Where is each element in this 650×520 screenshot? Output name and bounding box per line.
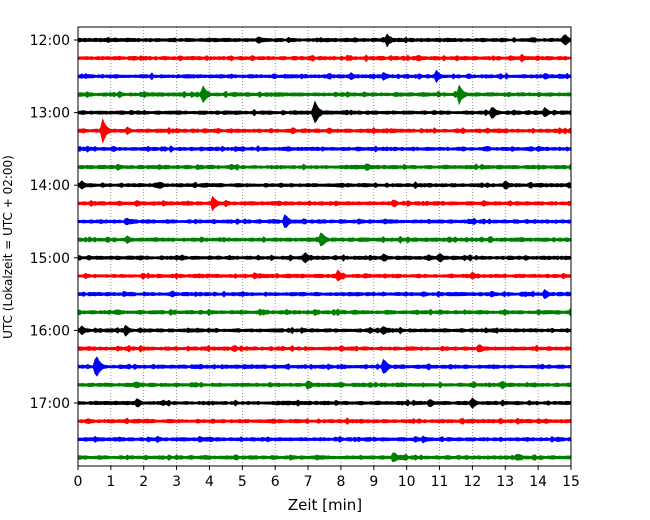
x-axis-ticks: 0 1 2 3 4 5 6 7 8 9 10 11 12 13 14 15 [74,466,580,490]
seismic-traces [77,33,572,463]
plot-frame [77,26,572,467]
x-tick-label: 5 [238,474,247,490]
x-tick-label: 4 [205,474,214,490]
y-tick-label: 12:00 [30,33,70,49]
y-tick-label: 13:00 [30,106,70,122]
x-tick-label: 3 [172,474,181,490]
x-tick-label: 2 [139,474,148,490]
y-tick-label: 17:00 [30,396,70,412]
x-tick-label: 8 [336,474,345,490]
x-tick-label: 9 [369,474,378,490]
x-tick-label: 13 [496,474,514,490]
y-axis-ticks: 12:00 13:00 14:00 15:00 16:00 17:00 [30,33,78,412]
y-tick-label: 15:00 [30,251,70,267]
x-tick-label: 12 [463,474,481,490]
y-tick-label: 16:00 [30,323,70,339]
x-tick-label: 7 [304,474,313,490]
x-tick-label: 0 [74,474,83,490]
x-tick-label: 14 [529,474,547,490]
y-tick-label: 14:00 [30,178,70,194]
x-tick-label: 15 [562,474,580,490]
x-tick-label: 10 [398,474,416,490]
x-tick-label: 6 [271,474,280,490]
x-axis-label: Zeit [min] [288,496,362,514]
x-gridlines [110,27,539,466]
x-tick-label: 11 [431,474,449,490]
y-axis-label: UTC (Lokalzeit = UTC + 02:00) [1,155,15,339]
x-tick-label: 1 [106,474,115,490]
